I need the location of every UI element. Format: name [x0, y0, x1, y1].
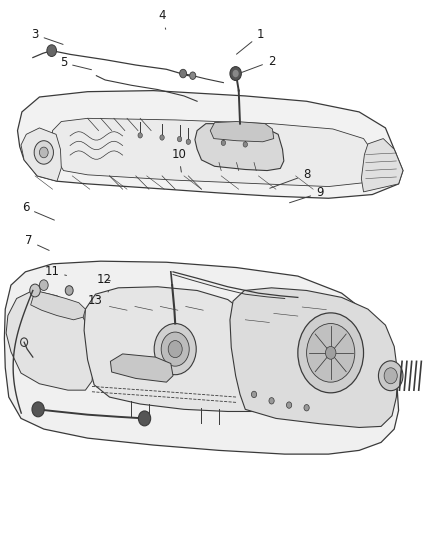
Circle shape [65, 286, 73, 295]
Circle shape [138, 411, 151, 426]
Circle shape [177, 136, 182, 142]
Text: 10: 10 [171, 148, 186, 172]
Circle shape [161, 332, 189, 366]
Circle shape [243, 142, 247, 147]
Circle shape [286, 402, 292, 408]
Text: 6: 6 [21, 201, 54, 220]
Polygon shape [230, 288, 398, 427]
Circle shape [298, 313, 364, 393]
Circle shape [325, 346, 336, 359]
Polygon shape [18, 91, 403, 198]
Circle shape [384, 368, 397, 384]
Circle shape [168, 341, 182, 358]
Polygon shape [6, 290, 94, 390]
Polygon shape [31, 290, 85, 320]
Text: 1: 1 [237, 28, 265, 54]
Circle shape [230, 67, 241, 80]
Polygon shape [21, 128, 61, 181]
Circle shape [233, 70, 239, 77]
Text: 9: 9 [290, 187, 324, 203]
Circle shape [160, 135, 164, 140]
Polygon shape [361, 139, 403, 192]
Text: 7: 7 [25, 235, 49, 251]
Polygon shape [4, 261, 399, 454]
Polygon shape [110, 354, 173, 382]
Circle shape [190, 72, 196, 79]
Text: 11: 11 [44, 265, 67, 278]
Circle shape [304, 405, 309, 411]
Circle shape [32, 402, 44, 417]
Circle shape [154, 324, 196, 375]
Circle shape [251, 391, 257, 398]
Circle shape [39, 147, 48, 158]
Polygon shape [210, 122, 274, 142]
Circle shape [378, 361, 403, 391]
Polygon shape [195, 124, 284, 171]
Text: 4: 4 [158, 10, 166, 29]
Text: 2: 2 [241, 55, 276, 72]
Text: 8: 8 [270, 168, 310, 188]
Circle shape [30, 284, 40, 297]
Circle shape [269, 398, 274, 404]
Circle shape [307, 324, 355, 382]
Text: 5: 5 [60, 56, 92, 70]
Polygon shape [52, 118, 381, 187]
Circle shape [221, 140, 226, 146]
Circle shape [138, 133, 142, 138]
Polygon shape [84, 287, 271, 411]
Text: 12: 12 [97, 273, 112, 286]
Circle shape [180, 69, 187, 78]
Circle shape [34, 141, 53, 164]
Circle shape [47, 45, 57, 56]
Circle shape [186, 139, 191, 144]
Text: 3: 3 [32, 28, 63, 44]
Circle shape [39, 280, 48, 290]
Text: 13: 13 [88, 292, 109, 306]
